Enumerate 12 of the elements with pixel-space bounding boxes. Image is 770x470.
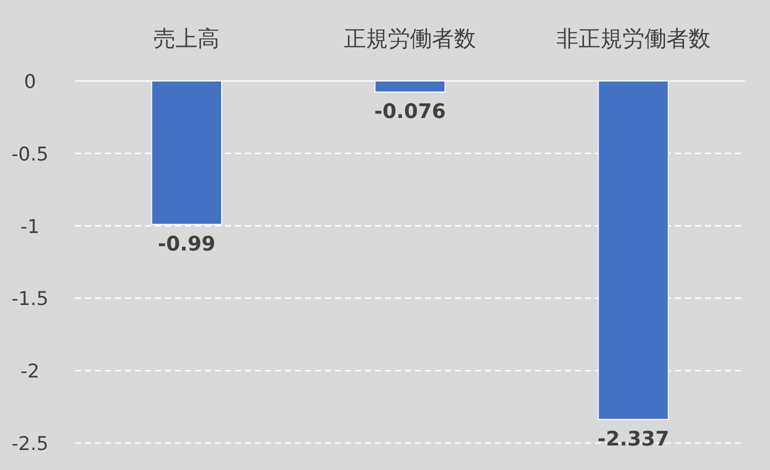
y-tick-label: -2 xyxy=(20,360,40,383)
y-tick-label: -0.5 xyxy=(11,143,49,166)
y-tick-label: -1 xyxy=(20,216,40,238)
data-label: -0.99 xyxy=(158,231,216,256)
x-tick-label: 売上高 xyxy=(154,27,220,52)
y-tick-label: -2.5 xyxy=(11,433,49,455)
x-tick-label: 非正規労働者数 xyxy=(556,27,710,52)
y-tick-label: 0 xyxy=(24,71,36,93)
x-tick-label: 正規労働者数 xyxy=(344,27,476,52)
data-label: -0.076 xyxy=(374,99,446,124)
data-label: -2.337 xyxy=(598,426,670,450)
y-tick-label: -1.5 xyxy=(11,288,49,310)
